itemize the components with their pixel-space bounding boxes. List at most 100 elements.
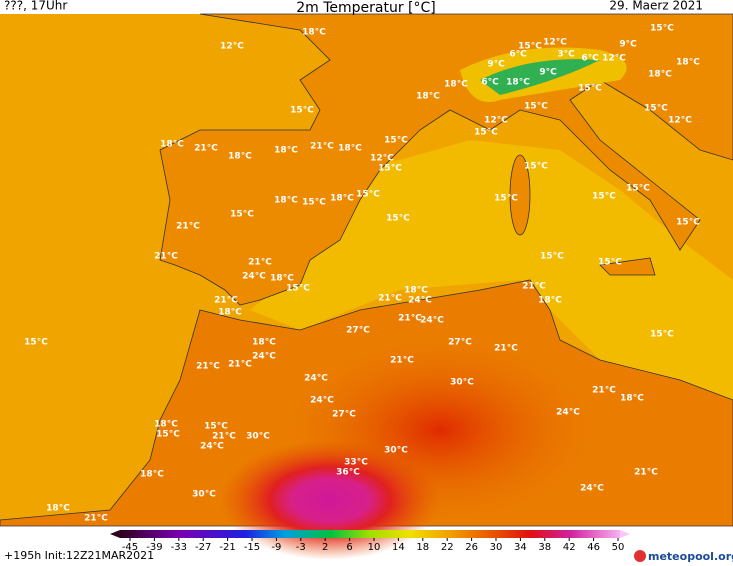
temperature-label: 18°C <box>140 470 164 480</box>
colorbar-low <box>110 530 120 538</box>
temperature-label: 15°C <box>24 338 48 348</box>
header-left: ???, 17Uhr <box>4 0 67 13</box>
colorbar-label: 38 <box>538 542 551 553</box>
temperature-label: 15°C <box>578 84 602 94</box>
temperature-label: 21°C <box>212 432 236 442</box>
temperature-label: 24°C <box>580 484 604 494</box>
temperature-label: 21°C <box>176 222 200 232</box>
colorbar <box>120 530 620 538</box>
colorbar-label: 50 <box>612 542 625 553</box>
temperature-label: 21°C <box>84 514 108 524</box>
temperature-label: 21°C <box>390 356 414 366</box>
temperature-label: 24°C <box>556 408 580 418</box>
temperature-label: 15°C <box>290 106 314 116</box>
temperature-label: 9°C <box>619 40 637 50</box>
date: 29. Maerz 2021 <box>609 0 703 13</box>
temperature-label: 27°C <box>332 410 356 420</box>
colorbar-label: -3 <box>296 542 306 553</box>
mediterranean <box>250 140 733 400</box>
temperature-label: 21°C <box>522 282 546 292</box>
temperature-label: 18°C <box>274 146 298 156</box>
temperature-label: 18°C <box>444 80 468 90</box>
temperature-label: 15°C <box>378 164 402 174</box>
temperature-label: 24°C <box>252 352 276 362</box>
temperature-label: 18°C <box>228 152 252 162</box>
temperature-label: 21°C <box>154 252 178 262</box>
colorbar-label: 26 <box>465 542 478 553</box>
temperature-label: 21°C <box>214 296 238 306</box>
temperature-label: 15°C <box>204 422 228 432</box>
temperature-label: 21°C <box>398 314 422 324</box>
temperature-label: 24°C <box>420 316 444 326</box>
temperature-label: 18°C <box>302 28 326 38</box>
temperature-label: 15°C <box>356 190 380 200</box>
temperature-label: 18°C <box>538 296 562 306</box>
temperature-label: 30°C <box>384 446 408 456</box>
temperature-label: 15°C <box>650 330 674 340</box>
temperature-label: 15°C <box>540 252 564 262</box>
temperature-label: 15°C <box>384 136 408 146</box>
colorbar-label: 30 <box>490 542 503 553</box>
colorbar-label: 46 <box>587 542 600 553</box>
temperature-label: 12°C <box>602 54 626 64</box>
temperature-label: 21°C <box>378 294 402 304</box>
temperature-label: 15°C <box>524 162 548 172</box>
map: 12°C18°C 15°C12°C 9°C15°C6°C 3°C 6°C 12°C9°C9… <box>0 13 733 560</box>
temperature-label: 24°C <box>304 374 328 384</box>
temperature-labels: 12°C18°C 15°C12°C 9°C15°C6°C 3°C 6°C 12°C9°C9… <box>24 24 700 524</box>
temperature-label: 9°C <box>539 68 557 78</box>
temperature-label: 12°C <box>543 38 567 48</box>
temperature-label: 30°C <box>192 490 216 500</box>
sicily <box>599 257 656 276</box>
temperature-label: 27°C <box>448 338 472 348</box>
temperature-label: 12°C <box>220 42 244 52</box>
logo-icon <box>634 550 646 562</box>
temperature-label: 18°C <box>676 58 700 68</box>
temperature-label: 18°C <box>648 70 672 80</box>
temperature-label: 21°C <box>310 142 334 152</box>
temperature-label: 12°C <box>370 154 394 164</box>
temperature-label: 21°C <box>592 386 616 396</box>
temperature-label: 9°C <box>487 60 505 70</box>
temperature-label: 24°C <box>200 442 224 452</box>
colorbar-label: -33 <box>171 542 187 553</box>
temperature-label: 21°C <box>196 362 220 372</box>
temperature-label: 15°C <box>650 24 674 34</box>
temperature-label: 24°C <box>242 272 266 282</box>
temperature-label: 21°C <box>228 360 252 370</box>
temperature-label: 18°C <box>416 92 440 102</box>
temperature-label: 30°C <box>246 432 270 442</box>
colorbar-label: 14 <box>392 542 405 553</box>
temperature-label: 6°C <box>581 54 599 64</box>
temperature-label: 15°C <box>524 102 548 112</box>
temperature-label: 15°C <box>386 214 410 224</box>
temperature-label: 18°C <box>46 504 70 514</box>
temperature-label: 21°C <box>634 468 658 478</box>
temperature-label: 15°C <box>518 42 542 52</box>
temperature-label: 18°C <box>270 274 294 284</box>
temperature-label: 27°C <box>346 326 370 336</box>
temperature-label: 12°C <box>668 116 692 126</box>
colorbar-label: -45 <box>122 542 138 553</box>
temperature-label: 6°C <box>481 78 499 88</box>
temperature-label: 21°C <box>248 258 272 268</box>
temperature-label: 15°C <box>626 184 650 194</box>
temperature-label: 21°C <box>494 344 518 354</box>
temperature-label: 18°C <box>218 308 242 318</box>
temperature-label: 18°C <box>274 196 298 206</box>
alps-cold <box>480 59 600 95</box>
colorbar-label: -15 <box>244 542 260 553</box>
temperature-label: 15°C <box>302 198 326 208</box>
colorbar-label: 2 <box>322 542 328 553</box>
temperature-label: 6°C <box>509 50 527 60</box>
colorbar-label: 18 <box>416 542 429 553</box>
colorbar-label: 22 <box>441 542 454 553</box>
temperature-label: 18°C <box>506 78 530 88</box>
colorbar-high <box>620 530 630 538</box>
temperature-label: 15°C <box>156 430 180 440</box>
colorbar-ticks: -45 -39 -33 -27 -21 -15 -9 -3 2 6 10 14 18 22 26 30 34 38… <box>122 538 625 553</box>
colorbar-label: 10 <box>368 542 381 553</box>
colorbar-label: -21 <box>219 542 235 553</box>
temperature-label: 15°C <box>286 284 310 294</box>
temperature-label: 15°C <box>230 210 254 220</box>
